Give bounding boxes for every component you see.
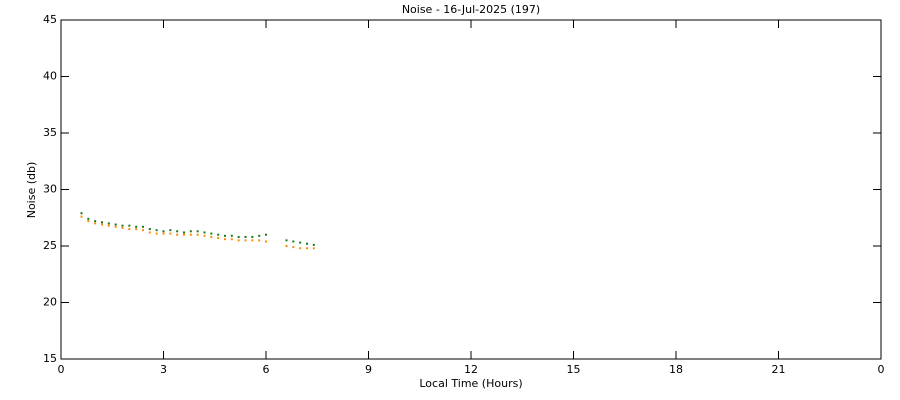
point xyxy=(292,240,295,243)
x-axis-label: Local Time (Hours) xyxy=(419,377,522,390)
x-tick-label: 21 xyxy=(772,363,786,376)
point xyxy=(80,215,83,218)
y-axis-label: Noise (db) xyxy=(25,162,38,219)
point xyxy=(210,232,213,235)
point xyxy=(87,220,90,223)
point xyxy=(128,228,131,231)
point xyxy=(210,235,213,238)
x-tick-label: 0 xyxy=(878,363,885,376)
x-tick-label: 12 xyxy=(464,363,478,376)
point xyxy=(155,229,158,232)
point xyxy=(162,232,165,235)
point xyxy=(101,221,103,224)
point xyxy=(189,230,192,233)
point xyxy=(306,242,308,245)
point xyxy=(176,230,179,233)
point xyxy=(121,226,124,229)
point xyxy=(224,238,226,241)
point xyxy=(265,240,267,243)
point xyxy=(312,247,315,250)
point xyxy=(114,223,117,226)
point xyxy=(94,222,97,225)
point xyxy=(162,230,165,233)
point xyxy=(258,239,261,242)
point xyxy=(189,233,192,236)
point xyxy=(121,224,124,227)
point xyxy=(183,233,185,236)
point xyxy=(135,228,138,231)
point xyxy=(244,235,247,238)
point xyxy=(285,245,288,247)
point xyxy=(299,241,302,244)
point xyxy=(237,235,240,238)
point xyxy=(251,235,254,238)
point xyxy=(230,234,233,237)
point xyxy=(155,232,158,235)
point xyxy=(142,225,144,228)
point xyxy=(148,231,151,234)
point xyxy=(203,234,206,237)
point xyxy=(183,231,185,234)
point xyxy=(251,239,254,242)
y-tick-label: 25 xyxy=(43,239,57,252)
point xyxy=(101,223,103,226)
x-tick-label: 0 xyxy=(58,363,65,376)
point xyxy=(148,228,151,231)
point xyxy=(265,233,267,236)
point xyxy=(217,233,220,236)
point xyxy=(142,229,144,232)
x-tick-label: 18 xyxy=(669,363,683,376)
point xyxy=(299,247,302,250)
y-tick-label: 20 xyxy=(43,296,57,309)
point xyxy=(244,239,247,242)
point xyxy=(169,229,172,232)
point xyxy=(107,224,110,227)
point xyxy=(237,239,240,242)
x-tick-label: 6 xyxy=(263,363,270,376)
point xyxy=(224,234,226,237)
point xyxy=(312,243,315,246)
point xyxy=(285,239,288,242)
point xyxy=(230,238,233,241)
point xyxy=(107,222,110,225)
point xyxy=(196,233,199,236)
chart-title: Noise - 16-Jul-2025 (197) xyxy=(402,3,540,16)
y-tick-label: 30 xyxy=(43,183,57,196)
x-tick-label: 9 xyxy=(365,363,372,376)
y-tick-label: 45 xyxy=(43,13,57,26)
point xyxy=(87,217,90,220)
y-tick-label: 35 xyxy=(43,126,57,139)
point xyxy=(292,246,295,249)
point xyxy=(217,237,220,240)
point xyxy=(306,247,308,250)
point xyxy=(169,232,172,235)
plot-frame xyxy=(60,19,882,360)
point xyxy=(80,212,83,215)
x-tick-label: 3 xyxy=(160,363,167,376)
point xyxy=(135,225,138,228)
point xyxy=(203,231,206,234)
point xyxy=(176,233,179,236)
y-tick-label: 15 xyxy=(43,352,57,365)
point xyxy=(258,234,261,237)
y-tick-label: 40 xyxy=(43,70,57,83)
x-tick-label: 15 xyxy=(567,363,581,376)
point xyxy=(196,230,199,233)
point xyxy=(114,225,117,228)
point xyxy=(94,220,97,223)
point xyxy=(128,224,131,227)
